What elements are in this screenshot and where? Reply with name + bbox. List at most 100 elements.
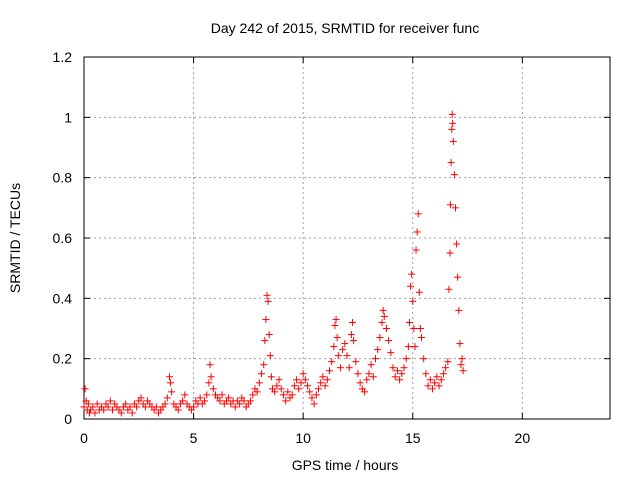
data-point — [347, 331, 355, 339]
data-point — [284, 388, 292, 396]
data-point — [365, 370, 373, 378]
data-point — [334, 352, 342, 360]
data-point — [422, 370, 430, 378]
x-tick-label: 20 — [515, 430, 531, 446]
data-point — [306, 388, 314, 396]
data-point — [315, 385, 323, 393]
data-point — [122, 400, 130, 408]
data-point — [451, 204, 459, 212]
data-point — [387, 349, 395, 357]
data-point — [321, 382, 329, 390]
data-point — [216, 397, 224, 405]
data-point — [304, 382, 312, 390]
y-tick-label: 0.6 — [53, 230, 73, 246]
data-point — [236, 400, 244, 408]
data-point — [413, 228, 421, 236]
data-point — [317, 379, 325, 387]
data-point — [442, 364, 450, 372]
y-axis-label: SRMTID / TECUs — [7, 183, 23, 293]
axis-ticks: 0 0.2 0.4 0.6 0.8 1 1.2 0 5 10 15 20 — [53, 49, 610, 446]
data-point — [290, 382, 298, 390]
grid — [84, 57, 610, 419]
data-point — [418, 334, 426, 342]
data-point — [449, 137, 457, 145]
data-point — [331, 321, 339, 329]
data-point — [371, 355, 379, 363]
data-point — [231, 403, 239, 411]
data-point — [277, 385, 285, 393]
data-point — [265, 331, 273, 339]
data-point — [447, 159, 455, 167]
data-point — [402, 355, 410, 363]
data-point — [456, 340, 464, 348]
data-point — [308, 394, 316, 402]
data-point — [367, 361, 375, 369]
data-point — [374, 346, 382, 354]
data-point — [354, 370, 362, 378]
data-point — [445, 285, 453, 293]
data-point — [450, 171, 458, 179]
data-point — [128, 409, 136, 417]
data-point — [330, 343, 338, 351]
data-point — [203, 391, 211, 399]
data-point — [376, 334, 384, 342]
data-point — [297, 379, 305, 387]
x-tick-label: 5 — [190, 430, 198, 446]
data-point — [273, 382, 281, 390]
data-point — [253, 388, 261, 396]
data-point — [279, 391, 287, 399]
data-point — [414, 210, 422, 218]
data-point — [323, 376, 331, 384]
data-point — [218, 391, 226, 399]
data-point — [379, 306, 387, 314]
data-point — [137, 394, 145, 402]
data-point — [363, 376, 371, 384]
data-point — [453, 240, 461, 248]
data-point — [444, 358, 452, 366]
data-point — [333, 334, 341, 342]
data-point — [380, 312, 388, 320]
data-point — [412, 246, 420, 254]
data-point — [426, 376, 434, 384]
data-point — [225, 394, 233, 402]
data-point — [263, 291, 271, 299]
y-tick-label: 0.8 — [53, 170, 73, 186]
data-series — [80, 110, 467, 417]
data-point — [260, 361, 268, 369]
data-point — [207, 373, 215, 381]
data-point — [190, 403, 198, 411]
data-point — [428, 385, 436, 393]
y-tick-label: 0.4 — [53, 290, 73, 306]
data-point — [247, 397, 255, 405]
data-point — [196, 394, 204, 402]
x-tick-label: 10 — [295, 430, 311, 446]
data-point — [91, 409, 99, 417]
data-point — [240, 397, 248, 405]
data-point — [295, 385, 303, 393]
data-point — [350, 337, 358, 345]
data-point — [167, 379, 175, 387]
data-point — [312, 391, 320, 399]
data-point — [209, 385, 217, 393]
data-point — [104, 403, 112, 411]
data-point — [282, 397, 290, 405]
data-point — [416, 325, 424, 332]
chart-title: Day 242 of 2015, SRMTID for receiver fun… — [211, 20, 479, 36]
data-point — [420, 355, 428, 363]
data-point — [108, 406, 116, 414]
data-point — [400, 364, 408, 372]
data-point — [439, 370, 447, 378]
data-point — [100, 406, 108, 414]
data-point — [301, 376, 309, 384]
data-point — [339, 346, 347, 354]
data-point — [319, 373, 327, 381]
data-point — [293, 376, 301, 384]
data-point — [267, 373, 275, 381]
data-point — [299, 370, 307, 378]
data-point — [288, 391, 296, 399]
data-point — [261, 337, 269, 345]
data-point — [378, 318, 386, 326]
data-point — [398, 370, 406, 378]
data-point — [266, 352, 274, 360]
data-point — [205, 379, 213, 387]
